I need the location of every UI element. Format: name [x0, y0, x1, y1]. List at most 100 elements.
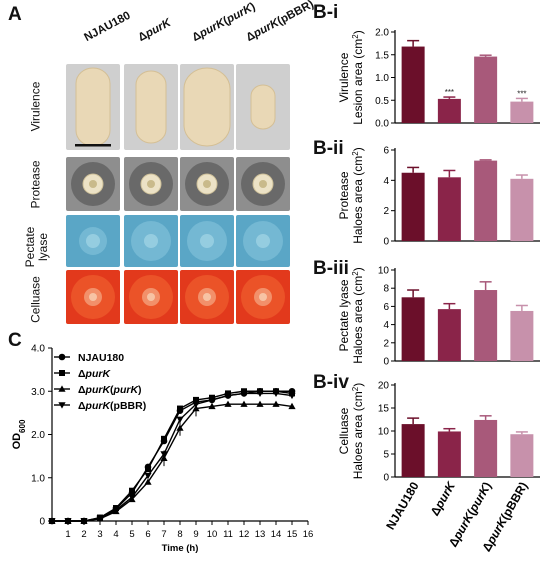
bar — [401, 424, 425, 477]
data-point — [58, 402, 66, 409]
y-tick-label: 20 — [378, 381, 390, 392]
x-tick-label: 6 — [145, 529, 150, 540]
y-tick-label: 4.0 — [31, 344, 45, 355]
data-point — [112, 507, 120, 514]
row-label-virulence: Virulence — [28, 81, 43, 132]
bar — [510, 101, 534, 123]
colony-center — [259, 293, 267, 301]
bar — [437, 98, 461, 123]
y-axis-label-line1: Pectate lyase — [337, 279, 351, 351]
bar-chart-B-iii: 0 2 4 6 8 10 Pectate lyase Haloes area (cm2) — [337, 266, 540, 368]
panel-a-label: A — [8, 4, 22, 25]
bar — [474, 56, 498, 123]
x-tick-label: 15 — [287, 529, 298, 540]
data-point — [160, 454, 168, 461]
y-axis-label-line2: Lesion area (cm2) — [351, 30, 366, 125]
data-point — [224, 400, 232, 407]
data-point — [128, 494, 136, 501]
lesion-tuber — [75, 67, 111, 147]
x-tick-label: 12 — [239, 529, 250, 540]
row-label-celluase: Celluase — [28, 276, 43, 323]
phenotype-photo — [124, 64, 178, 150]
data-point — [208, 397, 216, 404]
y-tick-label: 4 — [383, 320, 389, 331]
data-point — [176, 424, 184, 431]
series-line — [48, 400, 296, 524]
x-tick-label: 8 — [177, 529, 182, 540]
y-tick-label: 6 — [383, 146, 389, 157]
phenotype-photo — [66, 270, 120, 324]
bar — [474, 160, 498, 241]
row-label-pectate-lyase: Pectate lyase — [23, 226, 50, 268]
bar — [401, 172, 425, 241]
series-line — [48, 390, 296, 525]
y-tick-label: 0 — [39, 517, 45, 528]
x-tick-label: 16 — [303, 529, 314, 540]
data-point — [192, 401, 200, 408]
phenotype-photo — [236, 270, 290, 324]
category-label: NJAU180 — [383, 479, 422, 532]
panel-c-growth-curve: 01.02.03.04.01 2 3 4 5 6 7 8 9 10 11 12 13 14 15 16Time… — [11, 344, 314, 555]
category-label: ΔpurK — [428, 478, 459, 518]
data-point — [240, 390, 248, 398]
y-axis-label-line2: Haloes area (cm2) — [351, 383, 366, 479]
lesion-tuber — [135, 70, 167, 144]
bar — [474, 419, 498, 477]
y-axis-label-line1: Virulence — [337, 52, 351, 102]
panel-b-iv-label: B-iv — [313, 372, 349, 393]
bar-chart-B-iv: 0 5 10 15 20 Celluase Haloes area (cm2) — [337, 381, 540, 484]
bar — [401, 297, 425, 361]
data-point — [144, 472, 152, 480]
y-axis-label-line1: Protease — [337, 171, 351, 219]
panel-b-ii-label: B-ii — [313, 138, 344, 159]
panel-b-bar-charts: 0.0 0.5 1.0 1.5 2.0 *** *** Virulence Lesion are… — [337, 28, 540, 554]
x-tick-label: 4 — [113, 529, 118, 540]
y-axis-label: OD600 — [11, 419, 27, 449]
data-point — [80, 518, 88, 525]
phenotype-photo — [66, 64, 120, 150]
phenotype-photo — [236, 157, 290, 211]
y-tick-label: 4 — [383, 176, 389, 187]
x-tick-label: 1 — [65, 529, 70, 540]
panel-b-iii-label: B-iii — [313, 258, 349, 279]
phenotype-photo — [180, 270, 234, 324]
data-point — [193, 396, 199, 403]
row-label-protease: Protease — [28, 160, 43, 209]
bar — [437, 177, 461, 241]
data-point — [161, 435, 167, 442]
colony — [200, 234, 214, 248]
bar — [401, 46, 425, 124]
x-tick-label: 2 — [81, 529, 86, 540]
data-point — [58, 353, 66, 361]
bar — [437, 431, 461, 477]
y-tick-label: 0.0 — [375, 119, 389, 130]
x-axis-label: Time (h) — [162, 543, 199, 554]
phenotype-photo — [236, 215, 290, 267]
y-tick-label: 10 — [378, 427, 390, 438]
y-tick-label: 2 — [383, 338, 389, 349]
colony-center — [203, 293, 211, 301]
y-axis-label-line2: Haloes area (cm2) — [351, 267, 366, 363]
legend-label: ΔpurK — [78, 368, 111, 380]
data-point — [224, 392, 232, 400]
data-point — [288, 392, 296, 400]
y-tick-label: 2.0 — [375, 28, 389, 39]
x-tick-label: 9 — [193, 529, 198, 540]
data-point — [256, 390, 264, 398]
data-point — [177, 405, 183, 412]
x-tick-label: 14 — [271, 529, 282, 540]
x-tick-label: 13 — [255, 529, 266, 540]
bar — [437, 309, 461, 361]
colony-center — [203, 180, 211, 188]
strain-label: ΔpurK — [136, 16, 173, 44]
lesion-tuber — [183, 67, 231, 147]
phenotype-photo — [236, 64, 290, 150]
bar — [510, 434, 534, 477]
strain-label: NJAU180 — [82, 9, 133, 44]
colony-center — [89, 293, 97, 301]
y-tick-label: 8 — [383, 284, 389, 295]
x-tick-label: 3 — [97, 529, 102, 540]
phenotype-photo — [66, 215, 120, 267]
x-tick-label: 11 — [223, 529, 233, 540]
bar-chart-B-ii: 0 2 4 6 Protease Haloes area (cm2) — [337, 146, 540, 248]
